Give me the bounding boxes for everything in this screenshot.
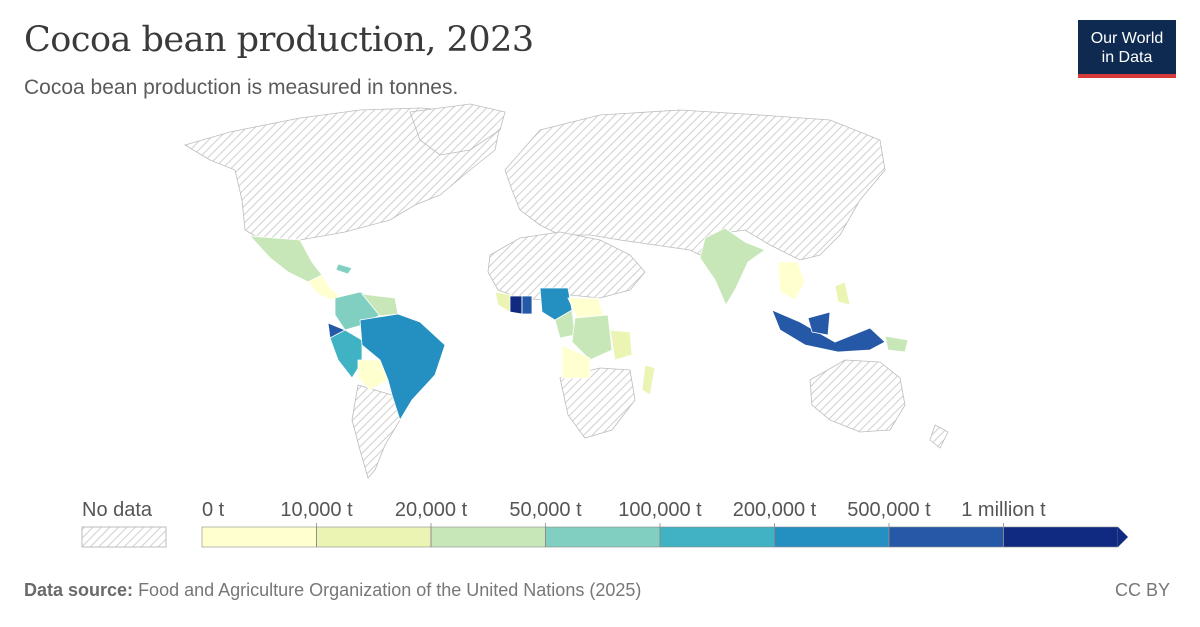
country-mexico[interactable]	[249, 235, 323, 283]
world-map	[184, 103, 949, 479]
region-southern-africa[interactable]	[559, 367, 636, 439]
region-southern-south-america[interactable]	[351, 384, 401, 479]
legend-arrow-tip	[1118, 527, 1128, 547]
legend-bin-swatch[interactable]	[774, 526, 890, 548]
legend-bin-swatch[interactable]	[430, 526, 546, 548]
legend-bin-label: 500,000 t	[847, 499, 931, 521]
legend-bin-label: 50,000 t	[509, 499, 582, 521]
country-india[interactable]	[699, 227, 766, 306]
legend-bin-label: 1 million t	[961, 499, 1046, 521]
legend-bin-swatch[interactable]	[888, 526, 1004, 548]
legend-bin-label: 10,000 t	[280, 499, 353, 521]
legend-no-data-swatch	[81, 526, 167, 548]
region-new-zealand[interactable]	[929, 424, 949, 449]
license-link[interactable]: CC BY	[1114, 580, 1170, 600]
country-southeast-asia[interactable]	[777, 261, 806, 301]
legend-bin-swatch[interactable]	[659, 526, 775, 548]
country-sulawesi[interactable]	[807, 311, 831, 336]
source-label: Data source:	[24, 580, 134, 600]
legend-bin-swatch[interactable]	[201, 526, 317, 548]
legend-bin-swatch[interactable]	[545, 526, 661, 548]
country-philippines[interactable]	[834, 281, 851, 306]
country-west-africa[interactable]	[494, 291, 513, 313]
region-greenland[interactable]	[409, 103, 506, 156]
map-legend: No data 0 t 10,000 t 20,000 t 50,000 t 100,0…	[81, 499, 1128, 548]
country-papua-new-guinea[interactable]	[884, 335, 909, 353]
legend-no-data-label: No data	[82, 499, 153, 521]
country-brazil[interactable]	[359, 313, 446, 421]
country-caribbean[interactable]	[335, 263, 353, 275]
page-title: Cocoa bean production, 2023	[24, 20, 534, 60]
legend-bin-label: 20,000 t	[395, 499, 468, 521]
region-north-africa[interactable]	[487, 231, 646, 301]
legend-bin-label: 100,000 t	[618, 499, 702, 521]
country-cote-divoire[interactable]	[509, 295, 523, 315]
country-peru[interactable]	[329, 329, 363, 379]
source-text[interactable]: Food and Agriculture Organization of the…	[138, 580, 642, 600]
legend-bin-label: 0 t	[202, 499, 225, 521]
owid-logo[interactable]: Our World in Data	[1078, 20, 1176, 78]
logo-line-1: Our World	[1090, 30, 1164, 47]
logo-line-2: in Data	[1101, 49, 1153, 66]
country-tanzania[interactable]	[609, 329, 633, 361]
footer-source: Data source: Food and Agriculture Organi…	[24, 580, 641, 601]
region-australia[interactable]	[809, 359, 906, 433]
country-bolivia[interactable]	[357, 359, 389, 391]
page-subtitle: Cocoa bean production is measured in ton…	[24, 76, 459, 99]
country-madagascar[interactable]	[641, 364, 656, 396]
legend-bin-label: 200,000 t	[733, 499, 817, 521]
legend-bin-swatch[interactable]	[1003, 526, 1119, 548]
country-central-america[interactable]	[307, 274, 341, 301]
country-ghana[interactable]	[521, 295, 533, 315]
country-angola[interactable]	[561, 344, 591, 379]
legend-bin-swatch[interactable]	[316, 526, 432, 548]
country-dr-congo[interactable]	[571, 314, 613, 361]
